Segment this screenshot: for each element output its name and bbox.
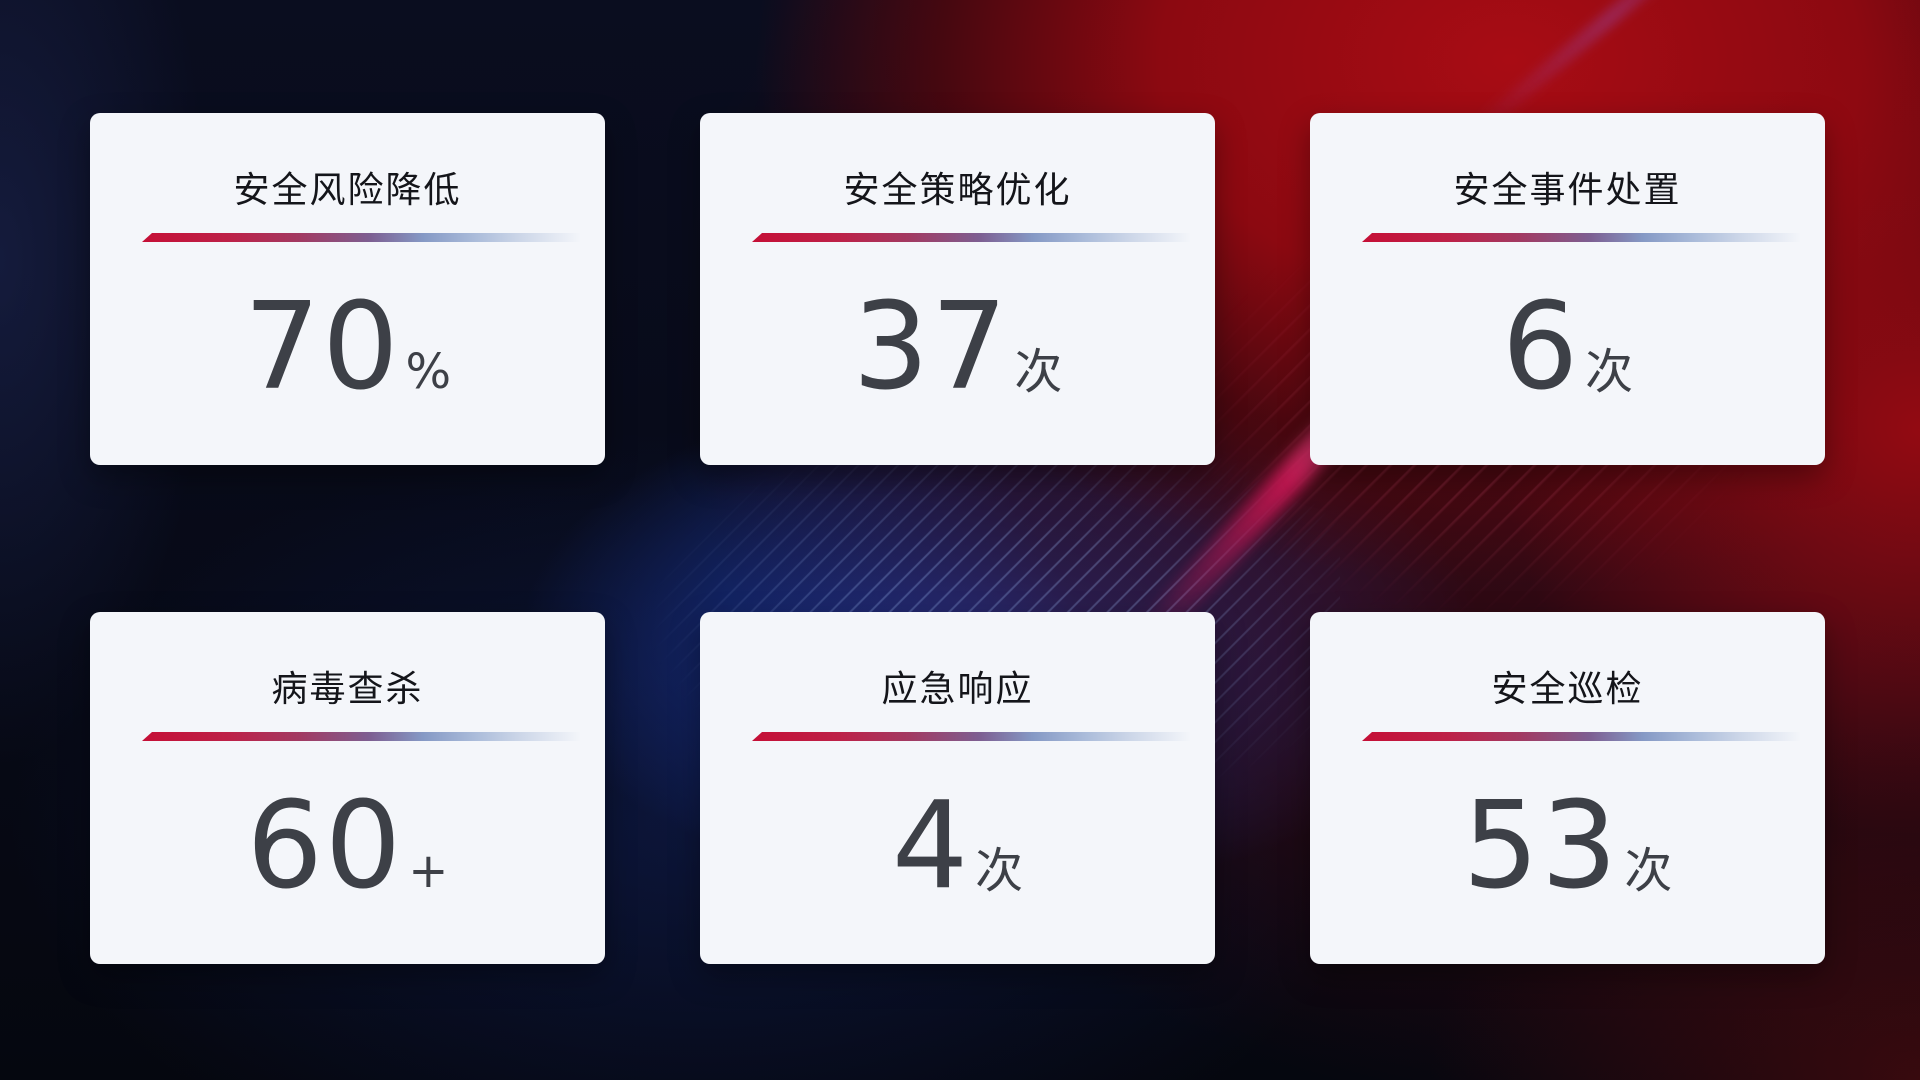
stat-card-incident-handling: 安全事件处置 6 次: [1310, 113, 1825, 465]
stat-card-policy-optimization: 安全策略优化 37 次: [700, 113, 1215, 465]
stat-card-title: 病毒查杀: [271, 669, 424, 710]
stat-value-group: 37 次: [700, 273, 1215, 429]
gradient-divider: [752, 233, 1191, 242]
stat-value-group: 6 次: [1310, 273, 1825, 429]
gradient-divider: [142, 732, 581, 741]
stat-value-group: 70 %: [90, 273, 605, 429]
stat-unit: 次: [975, 843, 1024, 899]
stat-card-title: 安全策略优化: [843, 170, 1072, 211]
stat-unit: +: [408, 843, 449, 899]
stat-value: 60: [246, 777, 404, 916]
stat-unit: %: [405, 344, 452, 400]
stat-card-title: 安全巡检: [1491, 669, 1644, 710]
stat-value-group: 4 次: [700, 772, 1215, 928]
stat-unit: 次: [1585, 344, 1634, 400]
stat-value: 70: [243, 278, 401, 417]
stat-value: 37: [852, 278, 1010, 417]
gradient-divider: [1362, 233, 1801, 242]
stat-value: 6: [1501, 278, 1581, 417]
stat-card-title: 安全事件处置: [1453, 170, 1682, 211]
gradient-divider: [1362, 732, 1801, 741]
gradient-divider: [142, 233, 581, 242]
gradient-divider: [752, 732, 1191, 741]
stat-card-virus-scan: 病毒查杀 60 +: [90, 612, 605, 964]
stat-unit: 次: [1624, 843, 1673, 899]
stat-card-security-risk-reduction: 安全风险降低 70 %: [90, 113, 605, 465]
stat-value-group: 60 +: [90, 772, 605, 928]
stat-value: 4: [891, 777, 971, 916]
stat-value: 53: [1462, 777, 1620, 916]
stat-card-title: 安全风险降低: [233, 170, 462, 211]
stat-card-title: 应急响应: [881, 669, 1034, 710]
stat-unit: 次: [1014, 344, 1063, 400]
stat-value-group: 53 次: [1310, 772, 1825, 928]
stat-card-security-inspection: 安全巡检 53 次: [1310, 612, 1825, 964]
stat-card-grid: 安全风险降低 70 % 安全策略优化 37 次 安全事件处置 6 次 病毒查: [90, 113, 1825, 964]
stat-card-emergency-response: 应急响应 4 次: [700, 612, 1215, 964]
